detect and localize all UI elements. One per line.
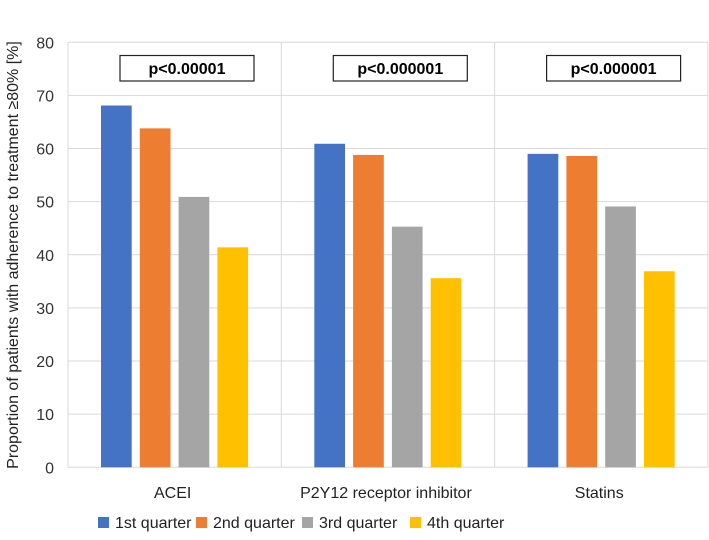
p-value-label: p<0.000001 <box>571 61 657 78</box>
x-tick-label: P2Y12 receptor inhibitor <box>300 485 472 502</box>
y-tick-label: 50 <box>36 195 54 212</box>
legend-swatch <box>196 517 207 528</box>
bar-4th-quarter-0 <box>217 247 249 468</box>
bar-2nd-quarter-1 <box>353 154 384 468</box>
y-tick-label: 80 <box>36 35 54 52</box>
legend-label: 4th quarter <box>427 515 505 532</box>
legend-swatch <box>410 517 421 528</box>
bar-2nd-quarter-0 <box>139 128 171 468</box>
p-value-box <box>545 54 682 82</box>
p-value-label: p<0.00001 <box>149 61 226 78</box>
bar-1st-quarter-2 <box>527 153 559 468</box>
bar-1st-quarter-1 <box>314 143 345 468</box>
p-value-box <box>332 54 468 82</box>
y-tick-label: 0 <box>45 460 54 477</box>
legend-swatch <box>302 517 313 528</box>
x-tick-label: ACEI <box>154 485 191 502</box>
bar-3rd-quarter-2 <box>605 206 636 468</box>
legend-label: 3rd quarter <box>319 515 398 532</box>
y-axis-label: Proportion of patients with adherence to… <box>5 41 22 469</box>
y-tick-label: 70 <box>36 88 54 105</box>
legend-swatch <box>98 517 109 528</box>
y-tick-label: 30 <box>36 301 54 318</box>
y-tick-label: 60 <box>36 142 54 159</box>
bar-1st-quarter-0 <box>101 105 132 468</box>
y-tick-label: 40 <box>36 248 54 265</box>
bar-4th-quarter-1 <box>430 278 462 468</box>
bar-2nd-quarter-2 <box>566 155 598 468</box>
x-tick-label: Statins <box>575 485 624 502</box>
bar-3rd-quarter-0 <box>178 196 210 468</box>
p-value-label: p<0.000001 <box>357 61 443 78</box>
p-value-box <box>119 54 255 82</box>
y-tick-label: 10 <box>36 407 54 424</box>
bar-4th-quarter-2 <box>644 271 675 468</box>
legend-label: 2nd quarter <box>213 515 296 532</box>
bar-3rd-quarter-1 <box>391 226 423 468</box>
legend-label: 1st quarter <box>115 515 192 532</box>
y-tick-label: 20 <box>36 354 54 371</box>
